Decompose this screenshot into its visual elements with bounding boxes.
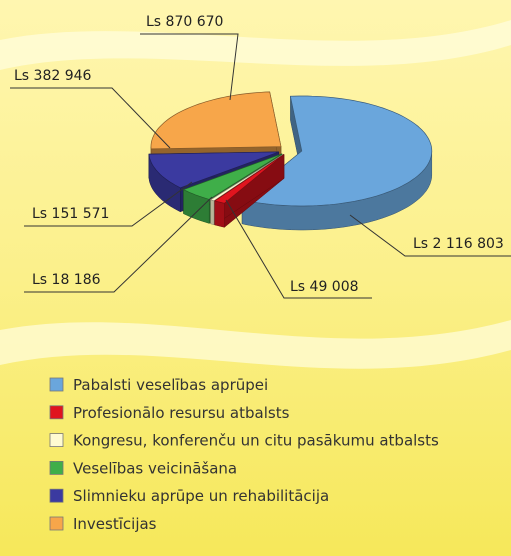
legend-swatch	[49, 377, 64, 392]
legend-label: Pabalsti veselības aprūpei	[73, 376, 268, 394]
leader-line	[10, 87, 171, 149]
slice-side	[214, 200, 225, 228]
leader-line	[24, 181, 193, 227]
pie	[148, 91, 433, 231]
labels: Ls 2 116 803 Ls 49 008 Ls 18 186 Ls 151 571…	[10, 14, 511, 299]
slice	[209, 154, 284, 202]
data-label: Ls 151 571	[32, 206, 109, 222]
legend-swatch	[49, 516, 64, 531]
data-label: Ls 870 670	[146, 14, 223, 30]
data-label: Ls 49 008	[290, 279, 359, 295]
legend-label: Investīcijas	[73, 515, 157, 533]
slice	[182, 153, 283, 200]
slice	[241, 95, 433, 207]
data-label: Ls 18 186	[32, 272, 101, 288]
slice	[150, 91, 282, 150]
legend-label: Veselības veicināšana	[73, 459, 237, 477]
data-label: Ls 382 946	[14, 68, 92, 84]
legend-label: Slimnieku aprūpe un rehabilitācija	[73, 487, 329, 505]
legend: Pabalsti veselības aprūpei Profesionālo r…	[49, 376, 439, 533]
legend-swatch	[49, 405, 64, 420]
leader-line	[349, 214, 511, 257]
slice-side	[210, 199, 215, 226]
leader-line	[24, 196, 213, 293]
legend-swatch	[49, 488, 64, 503]
wave	[0, 20, 511, 70]
legend-swatch	[49, 433, 64, 448]
wave	[0, 320, 511, 369]
leader-line	[225, 199, 372, 299]
slice	[148, 151, 279, 189]
legend-swatch	[49, 460, 64, 475]
legend-label: Kongresu, konferenču un citu pasākumu at…	[73, 432, 439, 450]
slice	[213, 154, 285, 204]
legend-label: Profesionālo resursu atbalsts	[73, 404, 290, 422]
data-label: Ls 2 116 803	[413, 236, 504, 252]
leader-line	[140, 33, 239, 101]
